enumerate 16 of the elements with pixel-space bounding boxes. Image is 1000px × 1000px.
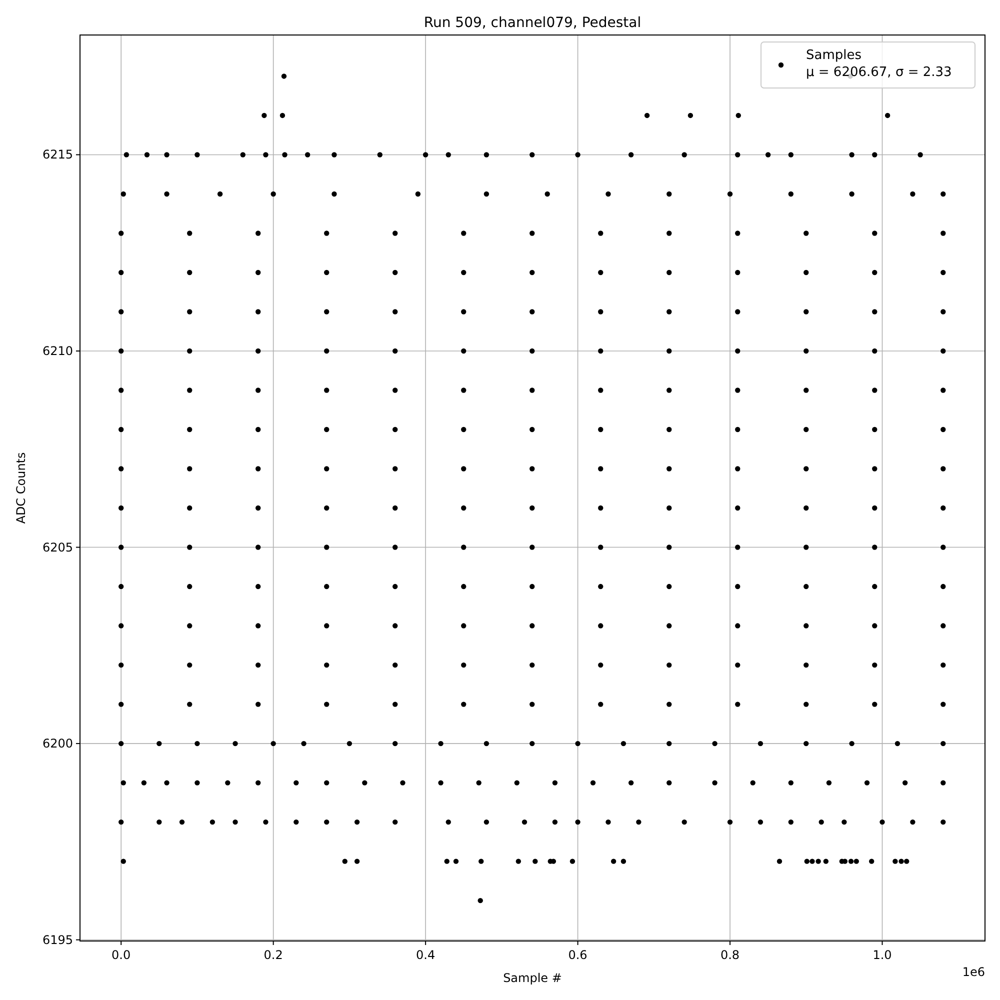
x-tick-label: 0.4 — [416, 948, 436, 962]
x-tick-label: 0.0 — [112, 948, 131, 962]
x-tick-label: 1.0 — [872, 948, 892, 962]
y-tick-label: 6205 — [42, 540, 73, 554]
y-tick-label: 6195 — [42, 932, 73, 947]
y-tick-label: 6210 — [42, 344, 73, 358]
text: 1e6 — [962, 965, 985, 979]
y-axis-title: ADC Counts — [14, 452, 28, 524]
x-axis-title: Sample # — [503, 971, 562, 985]
x-tick-label: 0.8 — [720, 948, 740, 962]
legend-label: Samples μ = 6206.67, σ = 2.33 — [806, 48, 952, 80]
x-tick-label: 0.6 — [568, 948, 588, 962]
y-tick-label: 6200 — [42, 736, 73, 751]
y-tick-label: 6215 — [42, 148, 73, 162]
chart-title: Run 509, channel079, Pedestal — [424, 15, 642, 31]
x-tick-label: 0.2 — [264, 948, 283, 962]
